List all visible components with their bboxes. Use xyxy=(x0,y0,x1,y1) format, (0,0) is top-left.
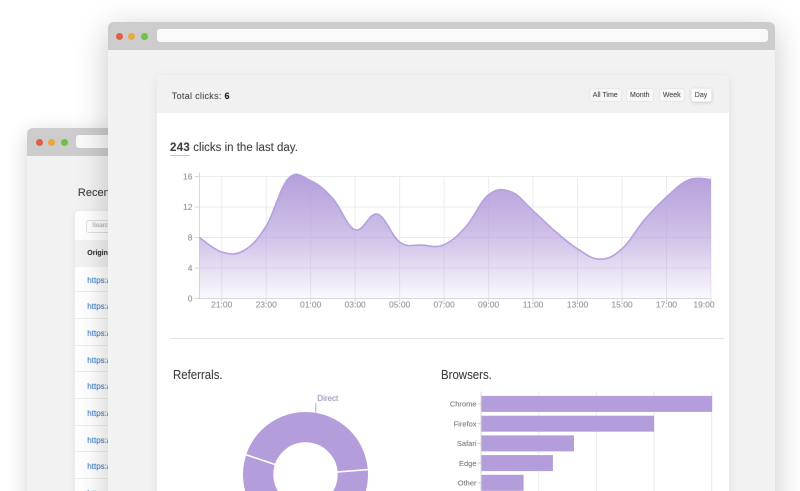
svg-text:07:00: 07:00 xyxy=(433,299,455,309)
svg-text:Direct: Direct xyxy=(317,394,339,403)
svg-text:09:00: 09:00 xyxy=(478,299,500,309)
svg-text:8: 8 xyxy=(188,232,193,242)
svg-text:12: 12 xyxy=(183,202,193,212)
svg-text:4: 4 xyxy=(188,263,193,273)
svg-text:21:00: 21:00 xyxy=(211,299,233,309)
svg-text:0: 0 xyxy=(188,293,193,303)
svg-text:Firefox: Firefox xyxy=(454,419,477,428)
svg-text:Other: Other xyxy=(458,478,477,487)
svg-text:05:00: 05:00 xyxy=(389,299,411,309)
svg-text:17:00: 17:00 xyxy=(656,299,678,309)
svg-text:13:00: 13:00 xyxy=(567,299,589,309)
svg-text:01:00: 01:00 xyxy=(300,299,322,309)
svg-text:03:00: 03:00 xyxy=(345,299,367,309)
svg-text:Edge: Edge xyxy=(459,458,477,467)
svg-text:Chrome: Chrome xyxy=(450,399,477,408)
svg-text:15:00: 15:00 xyxy=(611,299,633,309)
svg-text:23:00: 23:00 xyxy=(256,299,278,309)
svg-text:11:00: 11:00 xyxy=(523,299,544,309)
svg-text:16: 16 xyxy=(183,171,193,181)
svg-text:Safari: Safari xyxy=(457,439,477,448)
svg-text:19:00: 19:00 xyxy=(693,299,715,309)
